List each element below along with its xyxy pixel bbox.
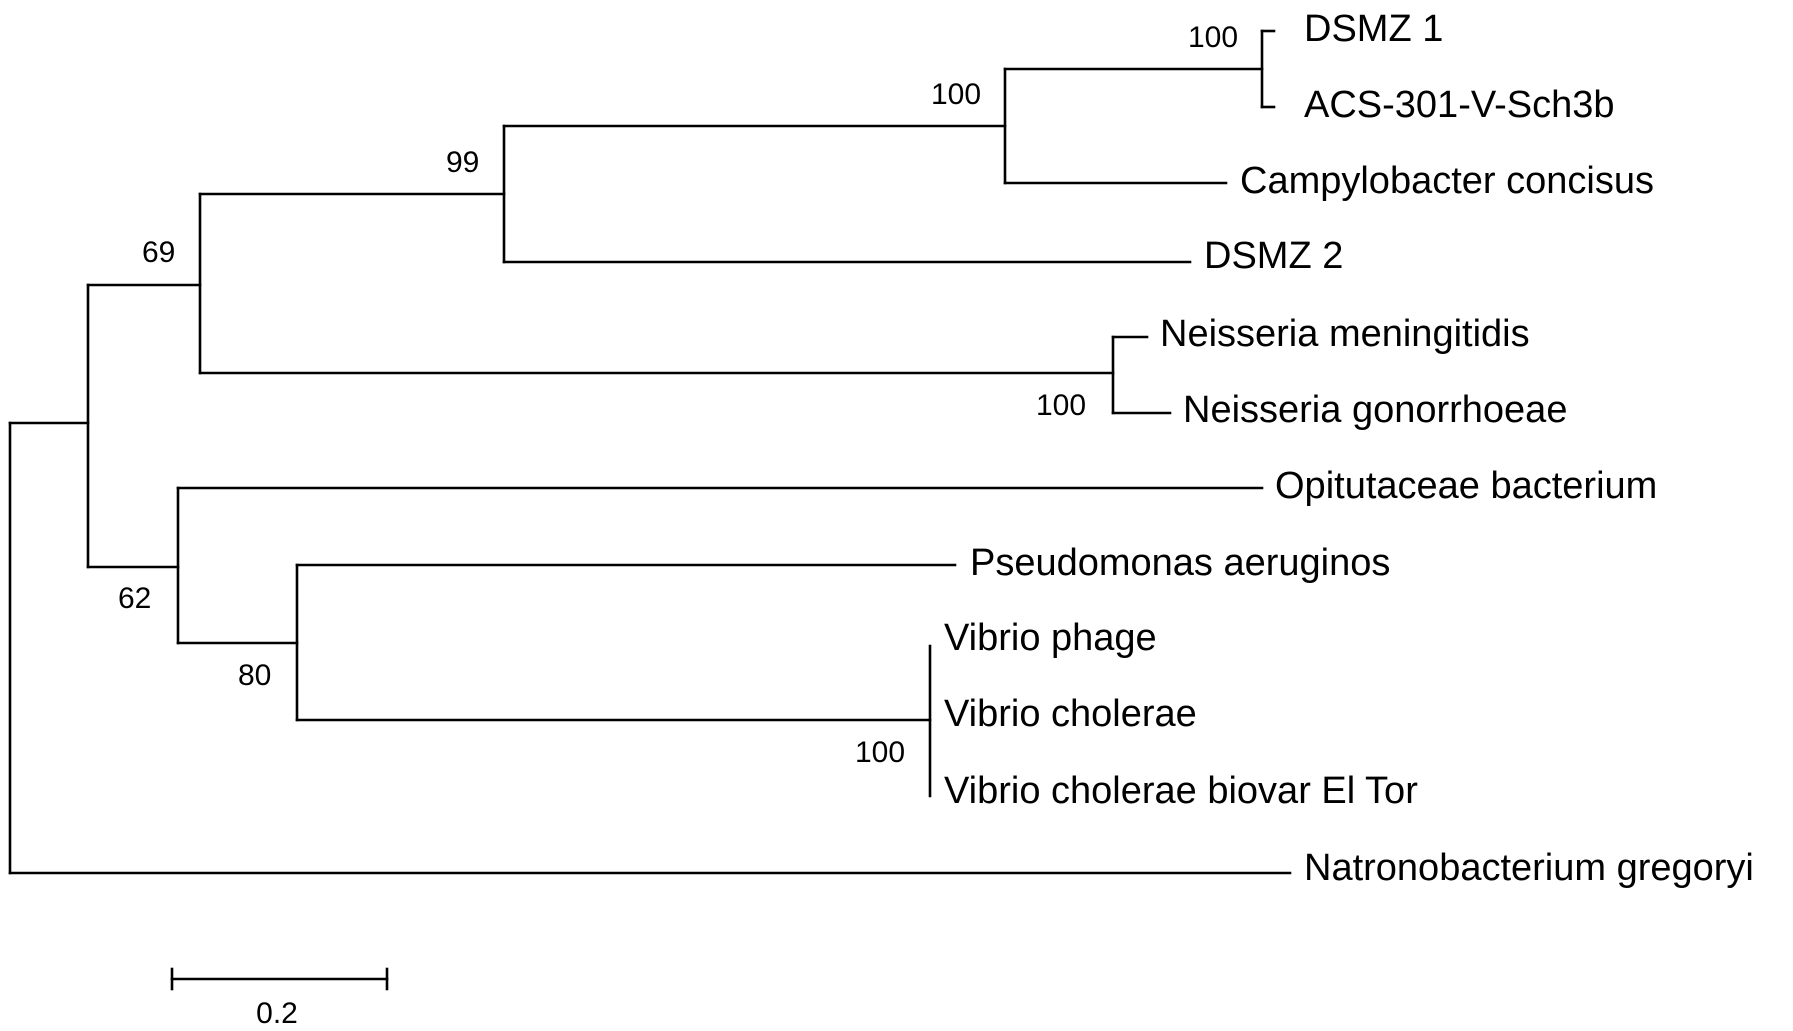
leaf-label-acs-301-v-sch3b: ACS-301-V-Sch3b bbox=[1304, 84, 1615, 126]
tree-branches bbox=[8, 29, 1292, 875]
leaf-label-vibrio-cholerae: Vibrio cholerae bbox=[944, 693, 1197, 735]
leaf-label-vibrio-cholerae-el-tor: Vibrio cholerae biovar El Tor bbox=[944, 770, 1418, 812]
leaf-label-campylobacter-concisus: Campylobacter concisus bbox=[1240, 160, 1654, 202]
support-dsmz1-acs: 100 bbox=[1188, 21, 1238, 54]
leaf-label-neisseria-gonorrhoeae: Neisseria gonorrhoeae bbox=[1183, 389, 1567, 431]
support-upper-clade: 69 bbox=[142, 236, 175, 269]
support-values: 100 100 99 100 69 100 80 62 bbox=[118, 21, 1238, 769]
support-pseudomonas-vibrio: 80 bbox=[238, 659, 271, 692]
leaf-label-vibrio-phage: Vibrio phage bbox=[944, 617, 1157, 659]
leaf-label-pseudomonas-aeruginos: Pseudomonas aeruginos bbox=[970, 542, 1390, 584]
leaf-label-opitutaceae-bacterium: Opitutaceae bacterium bbox=[1275, 465, 1657, 507]
leaf-label-dsmz1: DSMZ 1 bbox=[1304, 8, 1443, 50]
support-neisseria: 100 bbox=[1036, 389, 1086, 422]
scale-bar: 0.2 bbox=[170, 967, 389, 1030]
leaf-label-dsmz2: DSMZ 2 bbox=[1204, 235, 1343, 277]
leaf-labels: DSMZ 1 ACS-301-V-Sch3b Campylobacter con… bbox=[944, 8, 1754, 889]
leaf-label-natronobacterium-gregoryi: Natronobacterium gregoryi bbox=[1304, 847, 1754, 889]
scale-bar-label: 0.2 bbox=[256, 997, 298, 1030]
support-lower-clade: 62 bbox=[118, 582, 151, 615]
leaf-label-neisseria-meningitidis: Neisseria meningitidis bbox=[1160, 313, 1530, 355]
support-dsmz2-clade: 99 bbox=[446, 146, 479, 179]
support-vibrio: 100 bbox=[855, 736, 905, 769]
support-campylobacter-clade: 100 bbox=[931, 78, 981, 111]
